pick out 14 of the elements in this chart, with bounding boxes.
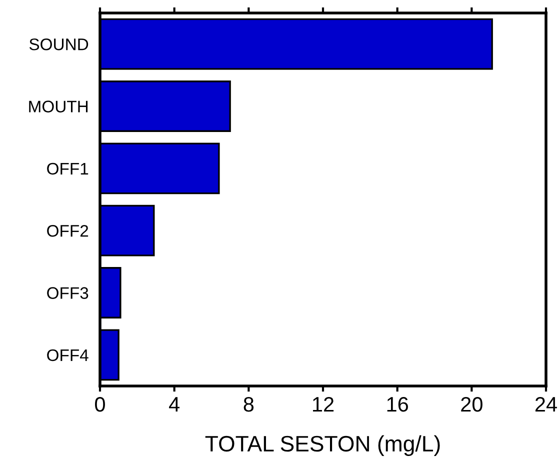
- y-tick-label: OFF1: [47, 162, 88, 175]
- x-tick-label: 12: [313, 396, 334, 412]
- x-tick-label: 20: [461, 396, 482, 412]
- x-tick-label: 4: [169, 397, 180, 412]
- x-tick-label: 8: [244, 396, 254, 412]
- x-tick-label: 16: [387, 396, 408, 412]
- x-tick-label: 0: [95, 396, 105, 412]
- y-tick-label: OFF4: [47, 349, 88, 362]
- x-axis-title: TOTAL SESTON (mg/L): [205, 435, 440, 456]
- y-tick-label: OFF2: [47, 224, 88, 237]
- x-tick-label: 24: [535, 396, 557, 412]
- y-tick-label: MOUTH: [29, 100, 88, 112]
- y-tick-label: OFF3: [47, 287, 88, 299]
- y-tick-label: SOUND: [29, 38, 88, 50]
